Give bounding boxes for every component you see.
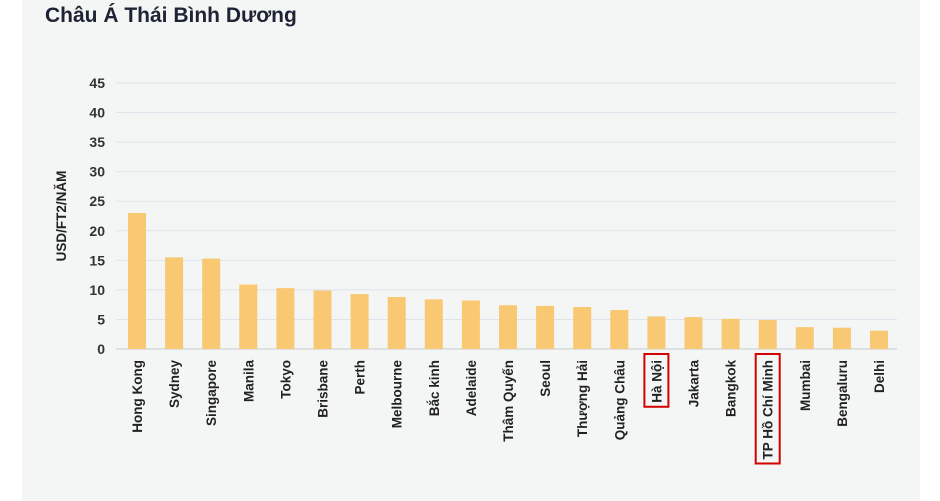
- y-axis-label: USD/FT2/NĂM: [54, 171, 69, 262]
- bar: [832, 327, 851, 349]
- x-tick-label: Sydney: [167, 360, 182, 409]
- bar: [387, 296, 406, 349]
- x-tick-label: Quảng Châu: [612, 360, 627, 440]
- bar: [499, 305, 517, 349]
- x-tick-label: Bangkok: [724, 360, 739, 418]
- x-tick-label: Brisbane: [316, 360, 331, 418]
- bars: [128, 213, 888, 349]
- highlight-box: [754, 353, 781, 465]
- bar: [276, 288, 295, 349]
- bar: [536, 305, 555, 349]
- x-tick-label: Seoul: [538, 360, 553, 397]
- y-tick-label: 45: [89, 75, 105, 91]
- y-tick-label: 35: [89, 134, 105, 150]
- x-tick-label: Manila: [241, 360, 256, 403]
- bar: [870, 330, 888, 349]
- y-axis-ticks: 0 5 10 15 20 25 30 35 40 45: [89, 75, 105, 357]
- x-tick-label: Tokyo: [278, 360, 293, 399]
- x-tick-label: Hà Nội: [649, 360, 664, 403]
- x-tick-label: Perth: [353, 360, 368, 395]
- x-tick-label: Thâm Quyến: [501, 360, 516, 442]
- bar: [165, 257, 184, 349]
- x-tick-label: Jakarta: [687, 360, 702, 408]
- bar: [684, 317, 703, 349]
- x-tick-label: Melbourne: [390, 360, 405, 429]
- chart-title: Châu Á Thái Bình Dương: [45, 4, 297, 27]
- y-tick-label: 0: [97, 341, 105, 357]
- x-tick-label: Adelaide: [464, 360, 479, 417]
- bar: [758, 320, 777, 349]
- y-tick-label: 25: [89, 193, 105, 209]
- x-axis-labels: Hong Kong Sydney Singapore Manila Tokyo Brisb…: [130, 360, 887, 460]
- x-tick-label: Mumbai: [798, 360, 813, 411]
- bar: [573, 307, 592, 349]
- bar: [424, 299, 443, 349]
- bar: [350, 294, 369, 349]
- bar: [721, 318, 740, 349]
- x-tick-label: Delhi: [872, 360, 887, 393]
- x-tick-label: Singapore: [204, 360, 219, 427]
- x-tick-label: Thượng Hải: [575, 360, 590, 437]
- y-tick-label: 40: [89, 105, 105, 121]
- x-tick-label: Bengaluru: [835, 360, 850, 427]
- y-tick-label: 5: [97, 311, 105, 327]
- highlight-boxes: [643, 353, 781, 465]
- y-tick-label: 10: [89, 282, 105, 298]
- bar: [610, 309, 629, 349]
- highlight-box: [643, 353, 670, 408]
- bar: [795, 327, 814, 349]
- bar: [313, 290, 332, 349]
- x-tick-label: Bắc kinh: [427, 360, 442, 416]
- bar: [239, 284, 258, 349]
- bar: [461, 300, 480, 349]
- y-tick-label: 15: [89, 252, 105, 268]
- bar: [647, 316, 666, 349]
- x-tick-label: TP Hồ Chí Minh: [761, 360, 776, 460]
- y-tick-label: 20: [89, 223, 105, 239]
- x-tick-label: Hong Kong: [130, 360, 145, 433]
- y-tick-label: 30: [89, 164, 105, 180]
- bar: [202, 258, 221, 349]
- bar: [128, 213, 146, 349]
